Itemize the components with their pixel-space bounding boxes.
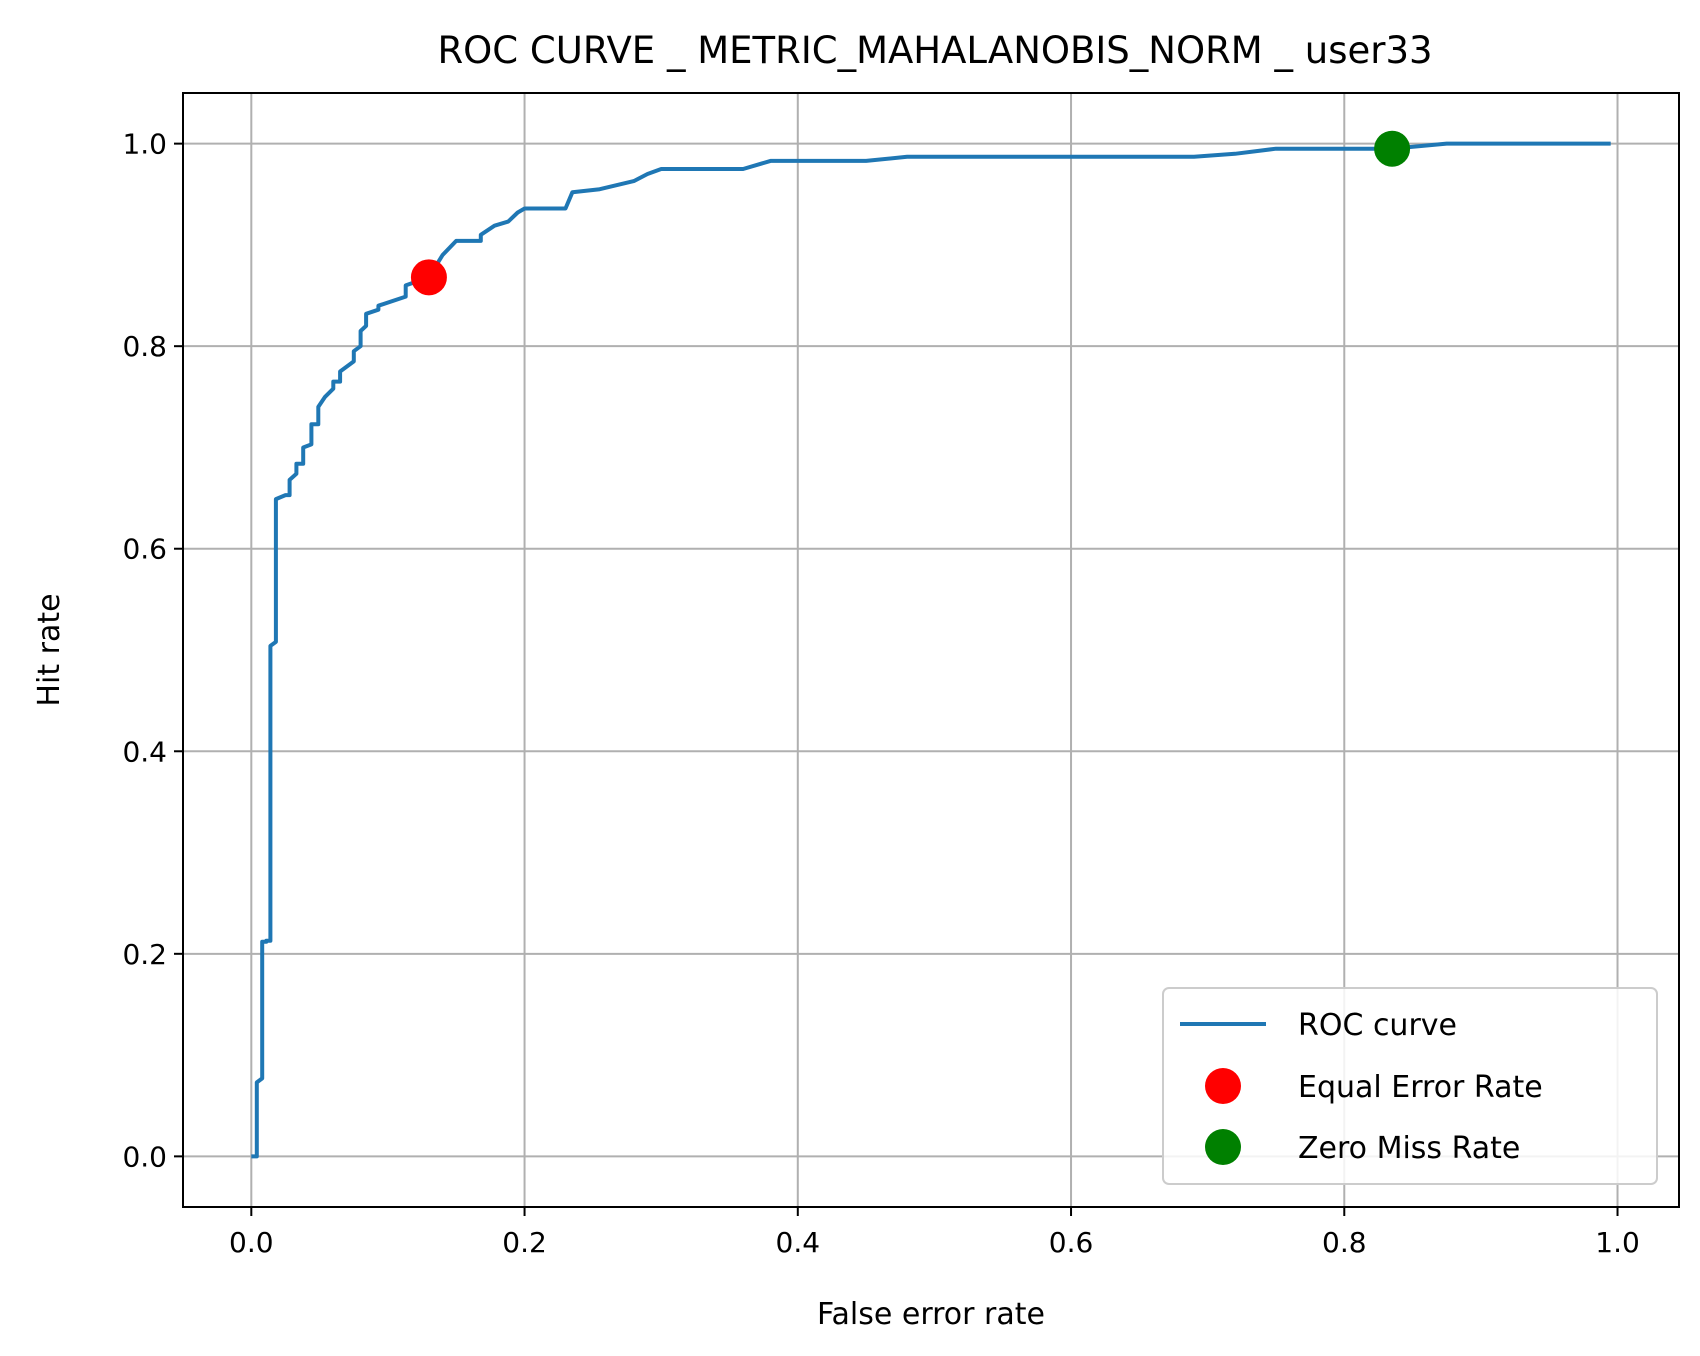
x-tick-label: 0.2 <box>502 1226 547 1259</box>
y-tick-label: 1.0 <box>122 128 167 161</box>
zero-miss-rate-point <box>1374 130 1411 167</box>
y-tick-label: 0.8 <box>122 330 167 363</box>
roc-curve-line <box>251 141 1611 1159</box>
chart-title: ROC CURVE _ METRIC_MAHALANOBIS_NORM _ us… <box>437 29 1432 72</box>
plot-frame <box>182 92 1680 1208</box>
legend-marker-zmr <box>1205 1129 1241 1165</box>
legend-box <box>1162 987 1658 1185</box>
x-tick-label: 0.0 <box>229 1226 274 1259</box>
y-tick-label: 0.4 <box>122 735 167 768</box>
legend-label-zmr: Zero Miss Rate <box>1298 1131 1520 1166</box>
y-tick-label: 0.6 <box>122 533 167 566</box>
x-tick-label: 0.6 <box>1049 1226 1094 1259</box>
y-tick-label: 0.2 <box>122 938 167 971</box>
x-tick-label: 0.4 <box>776 1226 821 1259</box>
y-axis-label: Hit rate <box>32 593 67 706</box>
x-axis-label: False error rate <box>817 1297 1045 1332</box>
x-tick-label: 1.0 <box>1595 1226 1640 1259</box>
legend-marker-eer <box>1205 1068 1241 1104</box>
legend: ROC curve Equal Error Rate Zero Miss Rat… <box>1162 987 1658 1185</box>
grid <box>183 93 1679 1207</box>
equal-error-rate-point <box>410 259 447 296</box>
y-tick-label: 0.0 <box>122 1140 167 1173</box>
legend-label-eer: Equal Error Rate <box>1298 1070 1543 1105</box>
legend-label-roc: ROC curve <box>1298 1008 1457 1043</box>
axis-ticks: 0.0 0.2 0.4 0.6 0.8 1.0 0.0 0.2 0.4 0.6 0.8 1.0 <box>122 128 1639 1259</box>
x-tick-label: 0.8 <box>1322 1226 1367 1259</box>
plot-series <box>251 130 1611 1159</box>
